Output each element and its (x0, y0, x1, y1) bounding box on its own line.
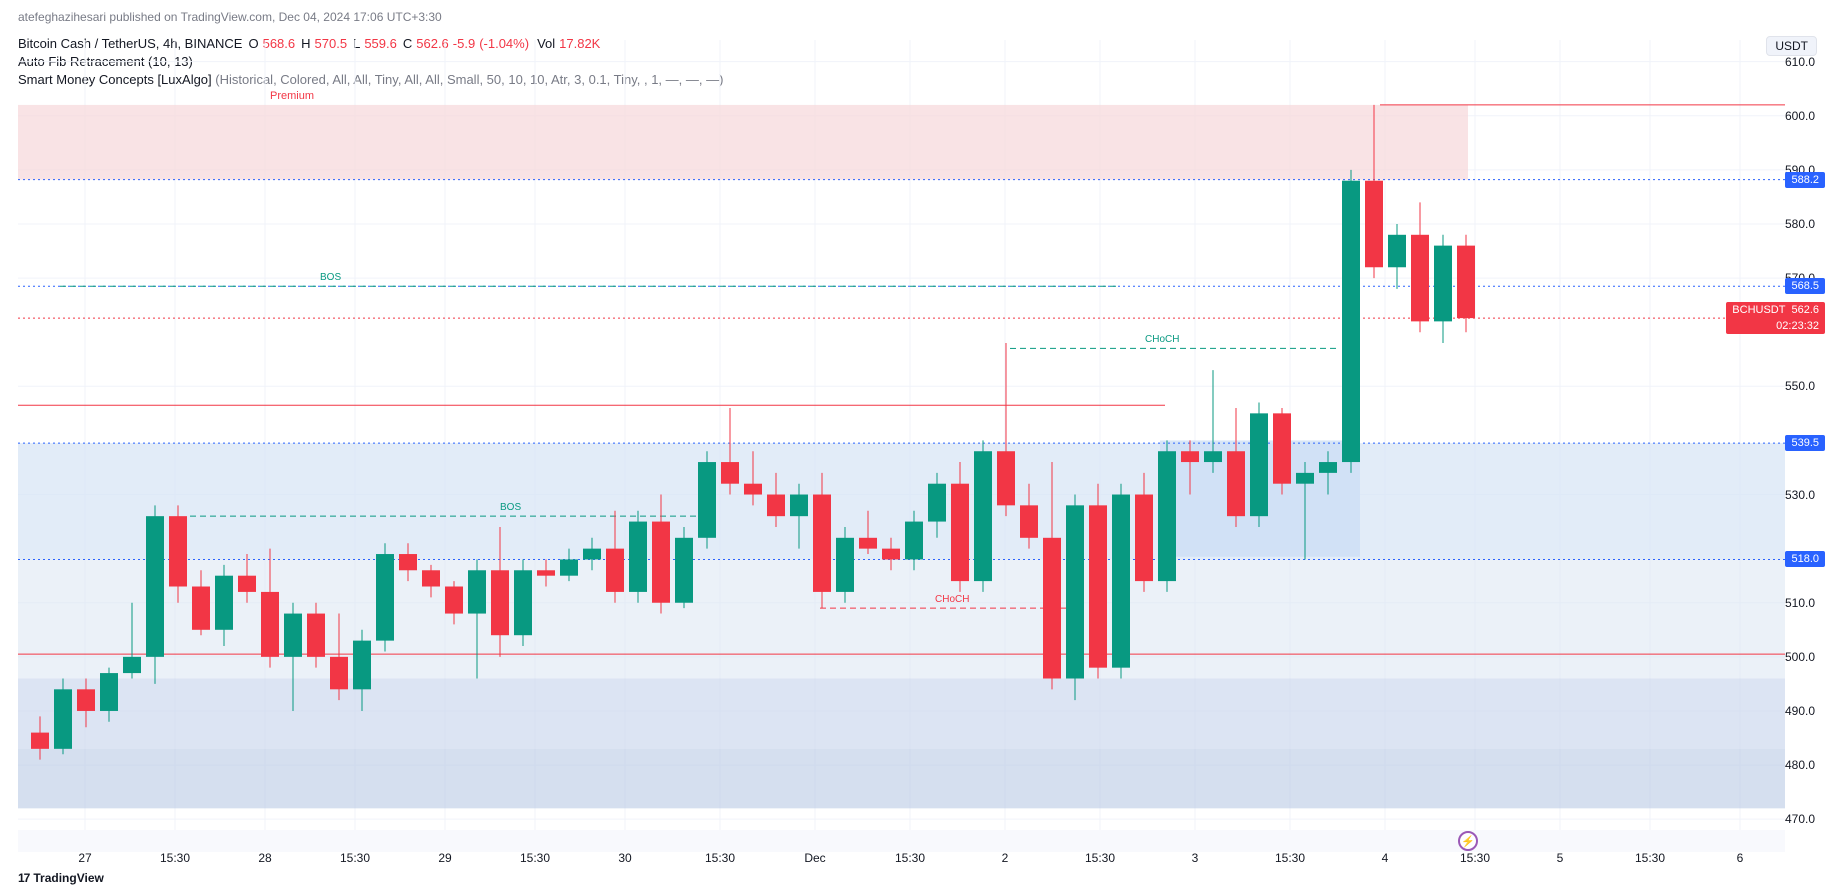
price-level-tag: 518.0 (1785, 551, 1825, 567)
x-axis-tick: 30 (618, 851, 631, 865)
y-axis-tick: 470.0 (1785, 812, 1815, 826)
y-axis-tick: 510.0 (1785, 596, 1815, 610)
x-axis-tick: 4 (1382, 851, 1389, 865)
x-axis-tick: 5 (1557, 851, 1564, 865)
countdown: 02:23:32 (1726, 318, 1825, 334)
x-axis-tick: Dec (804, 851, 825, 865)
x-axis-tick: 6 (1737, 851, 1744, 865)
price-level-tag: 588.2 (1785, 172, 1825, 188)
x-axis-tick: 2 (1002, 851, 1009, 865)
y-axis-tick: 610.0 (1785, 55, 1815, 69)
x-axis-tick: 27 (78, 851, 91, 865)
y-axis-tick: 490.0 (1785, 704, 1815, 718)
x-axis-tick: 15:30 (1085, 851, 1115, 865)
smc-label: CHoCH (1145, 334, 1179, 345)
x-axis-tick: 29 (438, 851, 451, 865)
y-axis-tick: 530.0 (1785, 488, 1815, 502)
x-axis-tick: 15:30 (1460, 851, 1490, 865)
y-axis-tick: 550.0 (1785, 379, 1815, 393)
x-axis-tick: 15:30 (340, 851, 370, 865)
smc-label: BOS (320, 272, 341, 283)
y-axis-tick: 480.0 (1785, 758, 1815, 772)
current-price-symbol: BCHUSDT (1732, 304, 1785, 316)
brand-footer[interactable]: 17 TradingView (18, 871, 104, 885)
x-axis-tick: 15:30 (705, 851, 735, 865)
alert-icon[interactable]: ⚡ (1458, 831, 1478, 851)
y-axis-tick: 600.0 (1785, 109, 1815, 123)
brand-name: TradingView (33, 871, 103, 885)
current-price-value: 562.6 (1791, 304, 1819, 316)
x-axis-tick: 3 (1192, 851, 1199, 865)
candlestick-chart[interactable] (0, 0, 1835, 895)
x-axis-tick: 15:30 (895, 851, 925, 865)
current-price-tag: BCHUSDT 562.6 02:23:32 (1726, 302, 1825, 334)
price-level-tag: 568.5 (1785, 278, 1825, 294)
smc-label: CHoCH (935, 594, 969, 605)
x-axis-tick: 28 (258, 851, 271, 865)
x-axis-tick: 15:30 (1635, 851, 1665, 865)
x-axis-tick: 15:30 (1275, 851, 1305, 865)
y-axis-tick: 580.0 (1785, 217, 1815, 231)
y-axis-tick: 500.0 (1785, 650, 1815, 664)
tradingview-logo-icon: 17 (18, 871, 29, 885)
x-axis-tick: 15:30 (160, 851, 190, 865)
price-level-tag: 539.5 (1785, 435, 1825, 451)
x-axis-tick: 15:30 (520, 851, 550, 865)
smc-label: BOS (500, 502, 521, 513)
